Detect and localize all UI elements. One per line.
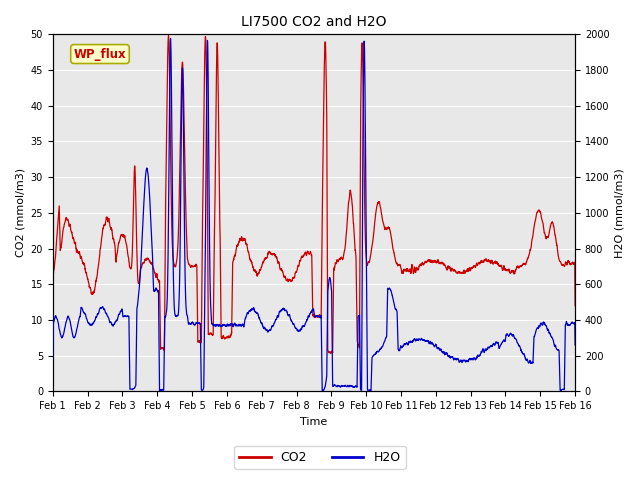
- X-axis label: Time: Time: [300, 417, 328, 427]
- Y-axis label: H2O (mmol/m3): H2O (mmol/m3): [615, 168, 625, 258]
- Text: WP_flux: WP_flux: [74, 48, 126, 60]
- Title: LI7500 CO2 and H2O: LI7500 CO2 and H2O: [241, 15, 387, 29]
- Y-axis label: CO2 (mmol/m3): CO2 (mmol/m3): [15, 168, 25, 257]
- Legend: CO2, H2O: CO2, H2O: [234, 446, 406, 469]
